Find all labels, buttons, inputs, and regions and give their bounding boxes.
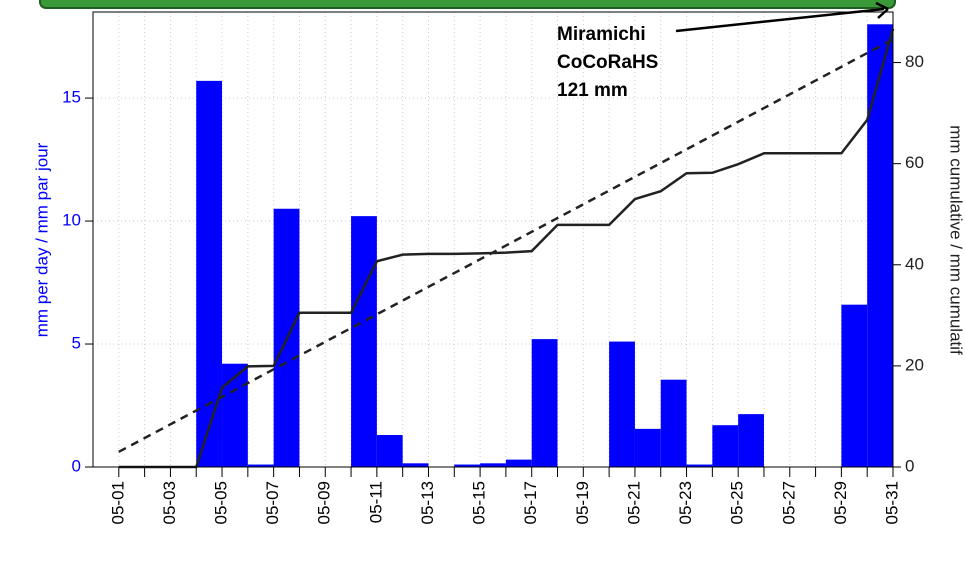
bar bbox=[531, 339, 558, 467]
bar bbox=[247, 464, 274, 467]
bar bbox=[480, 463, 506, 467]
annotation: 121 mm bbox=[557, 80, 628, 101]
y-axis-label: mm per day / mm par jour bbox=[32, 142, 51, 337]
y2-tick-label: 60 bbox=[905, 153, 924, 172]
annotation: CoCoRaHS bbox=[557, 52, 658, 73]
annotation: Miramichi bbox=[557, 24, 646, 45]
bar bbox=[738, 414, 764, 467]
top-banner bbox=[39, 0, 896, 9]
y2-tick-label: 40 bbox=[905, 254, 924, 273]
x-tick-label: 05-29 bbox=[831, 481, 850, 524]
bar bbox=[505, 459, 532, 467]
y2-tick-label: 20 bbox=[905, 355, 924, 374]
bar bbox=[222, 363, 248, 467]
y2-tick-label: 80 bbox=[905, 52, 924, 71]
cumulative-line bbox=[118, 28, 895, 469]
x-tick-label: 05-15 bbox=[470, 481, 489, 524]
x-tick-label: 05-13 bbox=[418, 481, 437, 524]
bar bbox=[686, 464, 713, 467]
y-tick-label: 10 bbox=[62, 211, 81, 230]
x-tick-label: 05-27 bbox=[779, 481, 798, 524]
bar bbox=[660, 379, 687, 467]
x-tick-label: 05-21 bbox=[624, 481, 643, 524]
x-tick-label: 05-11 bbox=[366, 481, 385, 523]
x-tick-label: 05-03 bbox=[160, 481, 179, 524]
x-tick-label: 05-25 bbox=[728, 481, 747, 524]
trend-line bbox=[118, 38, 894, 453]
y-tick-label: 0 bbox=[72, 456, 81, 475]
bar bbox=[634, 428, 661, 467]
bar bbox=[351, 216, 377, 467]
bar bbox=[376, 435, 403, 467]
y-tick-label: 15 bbox=[62, 88, 81, 107]
bar bbox=[609, 341, 635, 467]
y-tick-label: 5 bbox=[72, 334, 81, 353]
y2-tick-label: 0 bbox=[905, 456, 914, 475]
x-tick-label: 05-01 bbox=[108, 481, 127, 524]
annotation-arrow bbox=[675, 7, 885, 33]
bar bbox=[712, 425, 739, 467]
x-tick-label: 05-05 bbox=[212, 481, 231, 524]
bar bbox=[454, 464, 481, 467]
x-tick-label: 05-09 bbox=[315, 481, 334, 524]
bar bbox=[402, 463, 429, 467]
x-tick-label: 05-31 bbox=[882, 481, 901, 524]
y2-axis-label: mm cumulative / mm cumulatif bbox=[947, 125, 965, 355]
bar bbox=[841, 304, 868, 467]
bar bbox=[867, 24, 893, 467]
plot-frame bbox=[92, 11, 894, 468]
x-tick-label: 05-17 bbox=[521, 481, 540, 524]
x-tick-label: 05-19 bbox=[573, 481, 592, 524]
arrow-head bbox=[875, 1, 889, 19]
x-tick-label: 05-07 bbox=[263, 481, 282, 524]
x-tick-label: 05-23 bbox=[676, 481, 695, 524]
